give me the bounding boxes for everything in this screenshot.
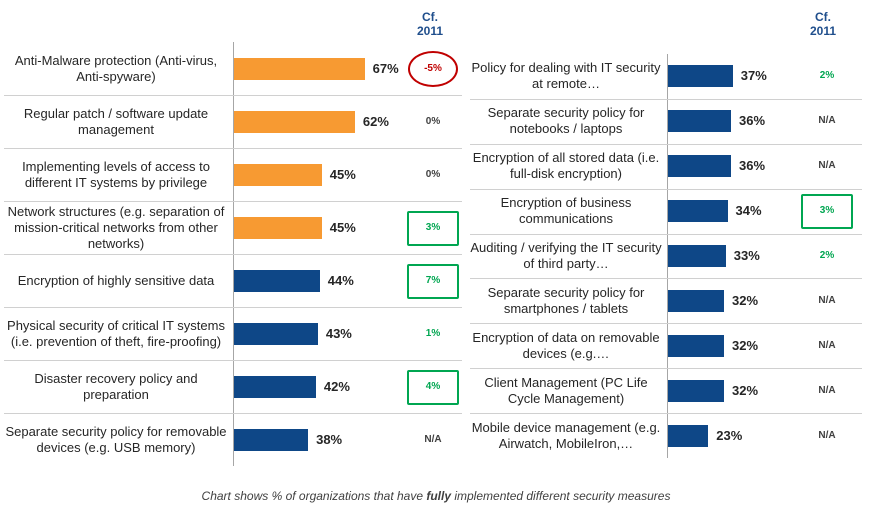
cf-2011-header-left: Cf. 2011 [416,10,444,38]
right-chart-panel: Cf. 2011 Policy for dealing with IT secu… [470,0,872,480]
left-bar [234,429,309,451]
right-row-divider [470,368,862,369]
right-bar [668,155,731,177]
left-row-divider [4,307,462,308]
right-bar [668,380,724,402]
left-chart-panel: Cf. 2011 Anti-Malware protection (Anti-v… [4,10,462,466]
left-row-divider [4,360,462,361]
right-bar-value: 32% [732,383,759,398]
right-measure-label: Auditing / verifying the IT security of … [470,240,662,271]
left-row-divider [4,95,462,96]
left-measure-label: Anti-Malware protection (Anti-virus, Ant… [14,53,218,84]
left-bar [234,323,318,345]
left-bar [234,376,316,398]
right-change-vs-2011: N/A [818,385,836,396]
right-measure-label: Mobile device management (e.g. Airwatch,… [471,420,661,451]
right-bar [668,110,731,132]
right-change-vs-2011: N/A [818,430,836,441]
right-change-vs-2011: N/A [818,160,836,171]
right-change-vs-2011: 2% [819,250,835,261]
right-bar [668,200,728,222]
right-bar-value: 33% [733,248,760,263]
left-highlight-ellipse [408,51,458,87]
right-bar [668,335,724,357]
right-measure-label: Policy for dealing with IT security at r… [471,60,661,91]
left-change-vs-2011: 3% [425,222,441,233]
right-change-vs-2011: N/A [818,295,836,306]
right-row-divider [470,189,862,190]
left-measure-label: Regular patch / software update manageme… [23,106,209,137]
left-bar-value: 43% [325,326,352,341]
right-bar-value: 32% [732,338,759,353]
left-bar [234,111,355,133]
right-bar [668,290,724,312]
left-change-vs-2011: 7% [425,275,441,286]
left-measure-label: Implementing levels of access to differe… [22,159,210,190]
right-measure-label: Separate security policy for notebooks /… [487,105,645,136]
right-highlight-box [801,194,853,229]
left-bar-value: 44% [327,273,354,288]
right-change-vs-2011: 3% [819,205,835,216]
left-bar-value: 45% [329,167,356,182]
right-bar [668,65,733,87]
left-measure-label: Disaster recovery policy and preparation [34,371,198,402]
left-bar-value: 45% [329,220,356,235]
left-bar [234,164,322,186]
right-bar [668,425,709,447]
right-measure-label: Encryption of business communications [500,195,632,226]
right-bar-value: 36% [739,158,766,173]
footnote-prefix: Chart shows % of organizations that have [201,489,427,503]
right-bar-value: 37% [740,68,767,83]
left-change-vs-2011: 0% [425,116,441,127]
left-bar [234,217,322,239]
chart-footnote: Chart shows % of organizations that have… [0,489,872,503]
right-change-vs-2011: 2% [819,70,835,81]
right-row-divider [470,413,862,414]
left-bar [234,270,320,292]
left-highlight-box [407,211,459,246]
right-measure-label: Separate security policy for smartphones… [487,285,645,316]
left-row-divider [4,148,462,149]
right-row-divider [470,234,862,235]
left-bar-value: 62% [362,114,389,129]
left-measure-label: Network structures (e.g. separation of m… [7,204,225,251]
left-bar-value: 38% [316,432,343,447]
left-bar-value: 42% [323,379,350,394]
cf-2011-header-right: Cf. 2011 [809,10,837,38]
left-row-divider [4,201,462,202]
right-measure-label: Client Management (PC Life Cycle Managem… [484,375,648,406]
footnote-suffix: implemented different security measures [451,489,671,503]
left-row-divider [4,254,462,255]
right-bar [668,245,726,267]
right-measure-label: Encryption of data on removable devices … [472,330,660,361]
left-change-vs-2011: 4% [425,381,441,392]
right-bar-value: 23% [716,428,743,443]
left-change-vs-2011: 0% [425,169,441,180]
right-bar-value: 32% [732,293,759,308]
footnote-emphasis: fully [426,489,452,503]
left-bar [234,58,365,80]
right-measure-label: Encryption of all stored data (i.e. full… [472,150,660,181]
right-bar-value: 34% [735,203,762,218]
left-measure-label: Separate security policy for removable d… [5,424,227,455]
left-row-divider [4,413,462,414]
left-change-vs-2011: 1% [425,328,441,339]
right-change-vs-2011: N/A [818,115,836,126]
left-change-vs-2011: N/A [424,434,442,445]
right-row-divider [470,144,862,145]
right-row-divider [470,99,862,100]
right-change-vs-2011: N/A [818,340,836,351]
left-bar-value: 67% [372,61,399,76]
left-highlight-box [407,370,459,405]
right-chart-axis [667,54,668,458]
left-highlight-box [407,264,459,299]
right-bar-value: 36% [739,113,766,128]
left-measure-label: Encryption of highly sensitive data [17,273,215,288]
left-measure-label: Physical security of critical IT systems… [7,318,225,349]
right-row-divider [470,278,862,279]
right-row-divider [470,323,862,324]
